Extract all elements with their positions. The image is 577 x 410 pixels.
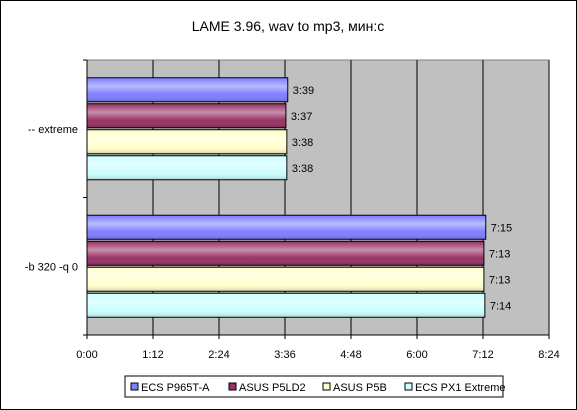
x-tick-label: 4:48 (340, 349, 361, 361)
x-tick-label: 7:12 (472, 349, 493, 361)
legend-label: ECS P965T-A (141, 382, 210, 394)
x-tick-label: 0:00 (76, 349, 97, 361)
bar-highlight (87, 130, 287, 154)
legend: ECS P965T-A ASUS P5LD2 ASUS P5B ECS PX1 Ext… (124, 375, 505, 398)
data-label: 7:13 (489, 274, 510, 286)
bar-highlight (87, 267, 484, 291)
legend-box (124, 375, 504, 398)
legend-label: ASUS P5LD2 (239, 382, 306, 394)
data-label: 7:13 (489, 248, 510, 260)
data-label: 3:39 (293, 85, 314, 97)
bar-highlight (87, 78, 288, 102)
legend-swatch (404, 382, 413, 391)
legend-label: ASUS P5B (333, 382, 387, 394)
category-label: -b 320 -q 0 (25, 261, 78, 273)
axes: 0:00 1:12 2:24 3:36 4:48 6:00 7:12 8:24 -- extre… (25, 59, 560, 361)
category-label: -- extreme (28, 124, 78, 136)
legend-label: ECS PX1 Extreme (415, 382, 505, 394)
data-label: 3:37 (291, 111, 312, 123)
x-tick-label: 1:12 (142, 349, 163, 361)
bar-highlight (87, 241, 484, 265)
bars: 3:39 3:37 3:38 3:38 7:15 7:13 7:13 7:14 (86, 77, 512, 318)
chart-title: LAME 3.96, wav to mp3, мин:с (192, 18, 384, 34)
legend-swatch (130, 382, 139, 391)
data-label: 3:38 (292, 163, 313, 175)
legend-swatch (322, 382, 331, 391)
legend-swatch (228, 382, 237, 391)
x-tick-label: 3:36 (274, 349, 295, 361)
x-tick-label: 2:24 (208, 349, 229, 361)
bar-highlight (87, 293, 485, 317)
bar-highlight (87, 215, 486, 239)
data-label: 7:15 (491, 222, 512, 234)
x-tick-label: 8:24 (538, 349, 559, 361)
data-label: 3:38 (292, 137, 313, 149)
x-tick-label: 6:00 (406, 349, 427, 361)
bar-highlight (87, 104, 286, 128)
data-label: 7:14 (490, 300, 511, 312)
bar-highlight (87, 156, 287, 180)
